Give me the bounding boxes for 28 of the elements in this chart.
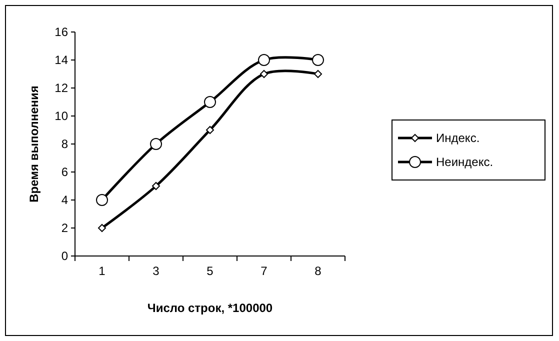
point	[152, 182, 160, 190]
y-tick-label: 6	[61, 165, 68, 180]
y-axis-title: Время выполнения	[27, 86, 41, 202]
point	[98, 224, 106, 232]
y-tick-label: 14	[54, 53, 68, 68]
point	[314, 70, 322, 78]
point	[260, 70, 268, 78]
legend-label: Неиндекс.	[436, 155, 494, 170]
y-tick-label: 2	[61, 221, 68, 236]
x-tick-label: 5	[206, 264, 214, 278]
point	[206, 126, 214, 134]
y-tick-label: 12	[54, 81, 68, 96]
point	[96, 194, 108, 206]
x-tick-label: 1	[98, 264, 106, 278]
y-tick-label: 10	[54, 109, 68, 124]
y-tick-label: 8	[61, 137, 68, 152]
x-axis-title: Число строк, *100000	[147, 301, 273, 315]
y-tick-label: 16	[54, 25, 68, 40]
y-tick-label: 4	[61, 193, 68, 208]
x-tick-label: 8	[314, 264, 322, 278]
x-tick-label: 7	[260, 264, 268, 278]
legend-label: Индекс.	[436, 131, 480, 146]
point	[312, 54, 324, 66]
y-tick-label: 0	[61, 249, 68, 264]
point	[258, 54, 270, 66]
point	[150, 138, 162, 150]
point	[204, 96, 216, 108]
x-tick-label: 3	[152, 264, 160, 278]
